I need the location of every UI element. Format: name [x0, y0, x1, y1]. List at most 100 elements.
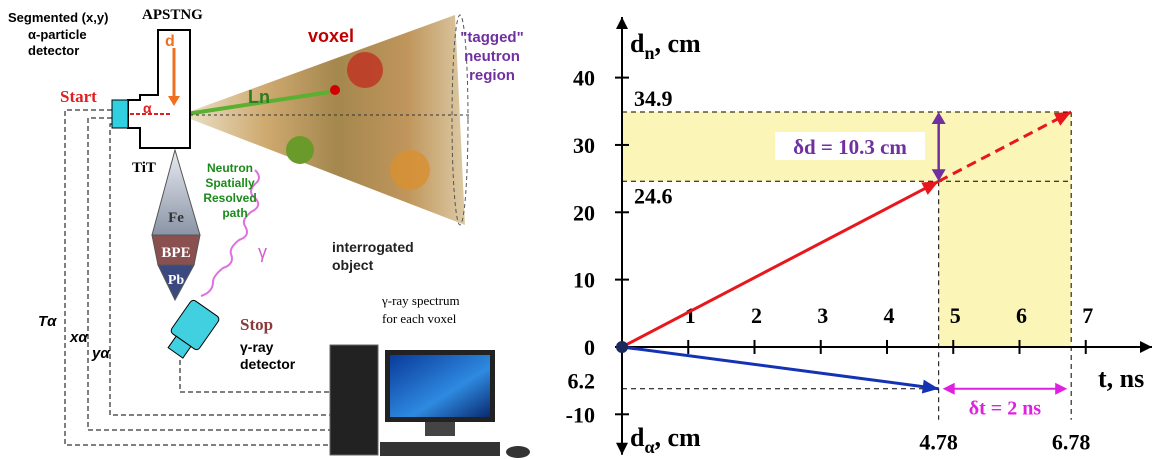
x-tick-label: 1 [685, 303, 696, 328]
generator-label: APSTNG [142, 7, 203, 23]
y-axis-title: dn, cm [630, 29, 701, 63]
food [347, 52, 383, 88]
label-line: path [222, 206, 247, 220]
generator [127, 29, 191, 149]
x-tick-label: 6 [1016, 303, 1027, 328]
chart: -10 0 10 20 30 40 1 2 3 4 5 6 7 34.9 24.6 6.2 4.78 6.78 δd… [566, 17, 1152, 457]
computer-tower [329, 344, 379, 456]
voxel-dot [330, 85, 340, 95]
arrowhead [1140, 340, 1152, 353]
diagram: Segmented (x,y) α-particle detector APSTNG… [8, 7, 530, 458]
d-label: d [165, 33, 175, 50]
label: Segmented (x,y) α-particle detector [8, 10, 108, 58]
fe-label: Fe [168, 210, 184, 226]
arrowhead [921, 181, 939, 195]
x-tick-label: 2 [751, 303, 762, 328]
tagged-label: "tagged" neutron region [460, 29, 523, 84]
food [286, 136, 314, 164]
axis-title-part: α [644, 437, 654, 457]
mouse [506, 446, 530, 458]
label-line: detector [28, 43, 79, 58]
axis-title-part: n [644, 43, 654, 63]
value-label: 24.6 [634, 183, 673, 208]
y-tick-label: -10 [566, 402, 595, 427]
gamma-label: γ [258, 242, 267, 262]
alpha-label: α [143, 100, 152, 116]
signal-label: Tα [38, 313, 57, 330]
x-value-label: 6.78 [1052, 430, 1091, 455]
bpe-label: BPE [161, 245, 190, 261]
annotation: δt = 2 ns [969, 398, 1042, 420]
x-tick-label: 7 [1082, 303, 1093, 328]
pb-shield [157, 264, 195, 302]
label-line: Resolved [203, 191, 256, 205]
line-segment [621, 345, 939, 391]
arrowhead [616, 17, 628, 29]
label-line: α-particle [28, 27, 87, 42]
label-line: region [469, 67, 515, 84]
y-tick-label: 10 [573, 268, 595, 293]
arrowhead [1055, 382, 1068, 395]
voxel-label: voxel [308, 26, 354, 46]
label-line: neutron [464, 48, 520, 65]
keyboard [380, 442, 500, 456]
annotation: δd = 10.3 cm [793, 135, 907, 159]
arrowhead [921, 379, 939, 394]
pb-label: Pb [168, 273, 185, 288]
axis-title-part: , cm [654, 29, 701, 58]
x-axis-title: t, ns [1098, 364, 1144, 393]
label-line: "tagged" [460, 29, 523, 46]
gamma-detector [167, 299, 220, 359]
gamma-detector-label: γ-ray detector [240, 339, 296, 372]
alpha-detector [111, 99, 129, 129]
signal-label: xα [69, 329, 88, 346]
path-label: Neutron Spatially Resolved path [203, 161, 256, 220]
origin-point [616, 340, 628, 353]
arrowhead [942, 382, 955, 395]
tit-label: TiT [132, 160, 156, 176]
spectrum-label: γ-ray spectrum for each voxel [381, 293, 460, 326]
y-tick-label: 0 [584, 335, 595, 360]
y-tick-label: 40 [573, 66, 595, 91]
monitor-stand [425, 422, 455, 436]
value-label: 34.9 [634, 86, 673, 111]
cone-end [451, 14, 469, 226]
d-arrowhead [168, 96, 180, 106]
x-tick-label: 3 [817, 303, 828, 328]
x-tick-label: 5 [950, 303, 961, 328]
axis-title-part: d [630, 423, 645, 452]
stop-label: Stop [240, 315, 273, 334]
x-value-label: 4.78 [919, 430, 958, 455]
label-line: γ-ray spectrum [381, 293, 460, 308]
object-label: interrogated object [332, 239, 414, 273]
y-axis-title: dα, cm [630, 423, 701, 457]
arrowhead [1053, 111, 1072, 126]
ln-beam [179, 90, 331, 117]
axis-title-part: , cm [655, 423, 702, 452]
label-line: object [332, 257, 374, 273]
y-tick-label: 30 [573, 133, 595, 158]
cables [64, 109, 330, 446]
arrowhead [931, 111, 946, 124]
ln-label: Ln [248, 87, 270, 107]
value-label: 6.2 [568, 369, 596, 394]
start-label: Start [60, 87, 97, 106]
label-line: for each voxel [382, 311, 457, 326]
axis-title-part: d [630, 29, 645, 58]
arrowhead [931, 169, 946, 182]
arrowhead [616, 442, 628, 455]
y-tick-label: 20 [573, 200, 595, 225]
label-line: Spatially [205, 176, 255, 190]
detector-neck [167, 335, 192, 359]
label-line: Neutron [207, 161, 253, 175]
x-tick-label: 4 [884, 303, 895, 328]
shade-band [938, 111, 1072, 347]
signal-label: yα [91, 345, 110, 362]
screen [390, 355, 490, 417]
gamma-ray [200, 169, 260, 297]
label-line: interrogated [332, 239, 414, 255]
food [390, 150, 430, 190]
label-line: detector [240, 356, 296, 372]
label-line: γ-ray [240, 339, 274, 355]
